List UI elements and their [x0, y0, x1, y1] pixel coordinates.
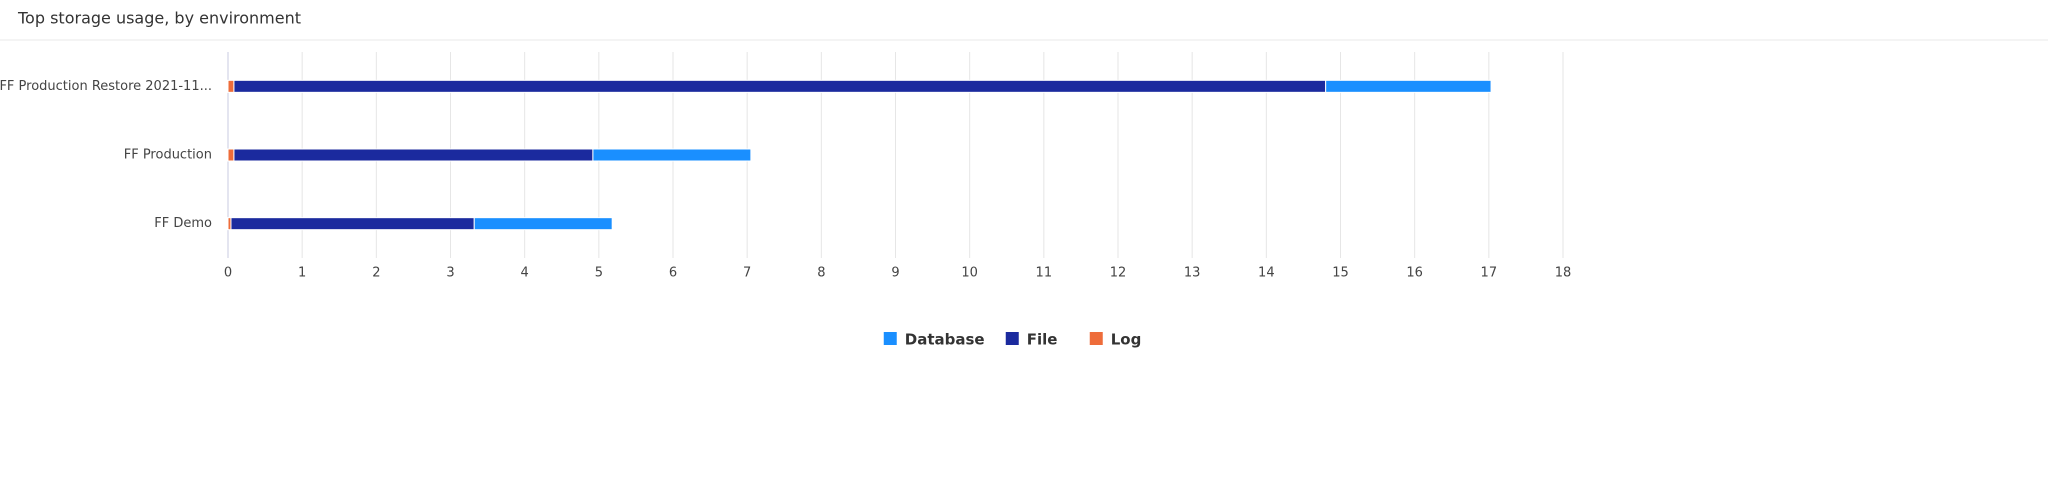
legend-label: Database: [905, 331, 985, 349]
x-tick-label: 8: [817, 266, 825, 281]
legend-label: Log: [1111, 331, 1142, 349]
bar-segment: [233, 79, 1327, 93]
x-tick-label: 0: [224, 266, 232, 281]
legend-swatch: [1005, 332, 1019, 345]
y-tick-label: FF Production Restore 2021-11...: [0, 79, 212, 94]
bar-segment: [233, 148, 594, 162]
legend-swatch: [1089, 332, 1103, 345]
y-tick-label: FF Production: [124, 148, 212, 163]
x-tick-label: 10: [961, 266, 978, 281]
legend-swatch: [883, 332, 897, 345]
x-tick-label: 7: [743, 266, 751, 281]
bar-segment: [227, 148, 235, 162]
x-tick-label: 2: [372, 266, 380, 281]
bar-segment: [1325, 79, 1492, 93]
x-tick-label: 4: [521, 266, 529, 281]
x-tick-label: 1: [298, 266, 306, 281]
x-tick-label: 18: [1555, 266, 1572, 281]
x-tick-label: 11: [1036, 266, 1053, 281]
bar-segment: [230, 217, 475, 231]
x-tick-label: 15: [1332, 266, 1349, 281]
x-tick-label: 5: [595, 266, 603, 281]
bar-segment: [227, 79, 235, 93]
legend-label: File: [1027, 331, 1058, 349]
x-tick-label: 17: [1481, 266, 1498, 281]
x-tick-label: 12: [1110, 266, 1127, 281]
chart-title: Top storage usage, by environment: [17, 9, 301, 28]
x-tick-label: 14: [1258, 266, 1275, 281]
x-tick-label: 9: [891, 266, 899, 281]
bar-segment: [592, 148, 752, 162]
y-tick-label: FF Demo: [154, 216, 212, 231]
x-tick-label: 6: [669, 266, 677, 281]
x-tick-label: 3: [446, 266, 454, 281]
x-tick-label: 13: [1184, 266, 1201, 281]
bar-segment: [473, 217, 613, 231]
x-tick-label: 16: [1406, 266, 1423, 281]
